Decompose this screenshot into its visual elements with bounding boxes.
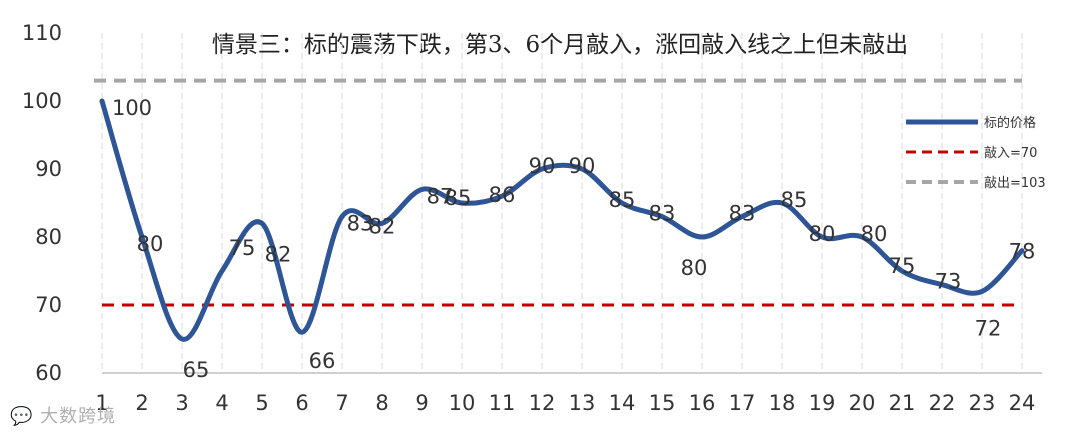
x-tick-label: 8 (375, 391, 388, 415)
x-tick-label: 20 (849, 391, 876, 415)
x-tick-label: 19 (809, 391, 836, 415)
x-tick-label: 18 (769, 391, 796, 415)
x-tick-label: 6 (295, 391, 308, 415)
data-label: 75 (889, 254, 916, 278)
x-tick-label: 1 (95, 391, 108, 415)
data-label: 66 (309, 349, 336, 373)
data-label: 85 (781, 188, 808, 212)
x-tick-label: 2 (135, 391, 148, 415)
data-label: 83 (649, 202, 676, 226)
data-label: 83 (729, 202, 756, 226)
reference-lines (94, 78, 1022, 307)
data-label: 82 (265, 242, 292, 266)
y-tick-label: 100 (22, 89, 62, 113)
watermark: 💬 大数跨境 (10, 402, 116, 428)
data-label: 87 (427, 184, 454, 208)
legend-label: 敲入=70 (984, 145, 1037, 161)
data-label: 78 (1009, 240, 1036, 264)
y-tick-label: 80 (35, 225, 62, 249)
watermark-text: 大数跨境 (40, 406, 117, 427)
x-tick-label: 7 (335, 391, 348, 415)
x-tick-label: 12 (529, 391, 556, 415)
series (99, 98, 1025, 342)
x-tick-label: 16 (689, 391, 716, 415)
data-label: 73 (935, 270, 962, 294)
y-tick-label: 90 (35, 157, 62, 181)
data-label: 65 (183, 358, 210, 382)
data-label: 90 (569, 154, 596, 178)
x-tick-label: 22 (929, 391, 956, 415)
price-line (99, 98, 1025, 342)
x-tick-label: 11 (489, 391, 516, 415)
y-tick-label: 60 (35, 361, 62, 385)
chart-title: 情景三：标的震荡下跌，第3、6个月敲入，涨回敲入线之上但未敲出 (212, 32, 908, 58)
data-label: 80 (681, 256, 708, 280)
data-label: 83 (347, 212, 374, 236)
legend-label: 标的价格 (984, 115, 1036, 131)
grid (101, 33, 1023, 373)
x-tick-label: 5 (255, 391, 268, 415)
data-label: 80 (861, 222, 888, 246)
x-tick-label: 24 (1009, 391, 1036, 415)
x-tick-label: 15 (649, 391, 676, 415)
data-label: 86 (489, 183, 516, 207)
data-label: 85 (445, 186, 472, 210)
x-tick-label: 21 (889, 391, 916, 415)
x-tick-label: 3 (175, 391, 188, 415)
data-label: 72 (975, 316, 1002, 340)
legend-label: 敲出=103 (984, 175, 1046, 191)
data-label: 82 (369, 214, 396, 238)
x-tick-label: 17 (729, 391, 756, 415)
data-label: 75 (229, 236, 256, 260)
axes: 1 2 3 4 5 6 7 8 9 10 11 12 13 14 15 16 17 18 19 20 21 22 23 246… (22, 21, 1042, 415)
x-tick-label: 23 (969, 391, 996, 415)
chat-bubble-icon: 💬 (10, 406, 34, 427)
data-label: 100 (112, 96, 152, 120)
x-tick-label: 4 (215, 391, 228, 415)
x-tick-label: 10 (449, 391, 476, 415)
data-label: 80 (809, 222, 836, 246)
y-tick-label: 70 (35, 293, 62, 317)
x-tick-label: 14 (609, 391, 636, 415)
data-label: 80 (137, 232, 164, 256)
x-tick-label: 9 (415, 391, 428, 415)
data-label: 85 (609, 188, 636, 212)
x-tick-label: 13 (569, 391, 596, 415)
data-label: 90 (529, 154, 556, 178)
y-tick-label: 110 (22, 21, 62, 45)
